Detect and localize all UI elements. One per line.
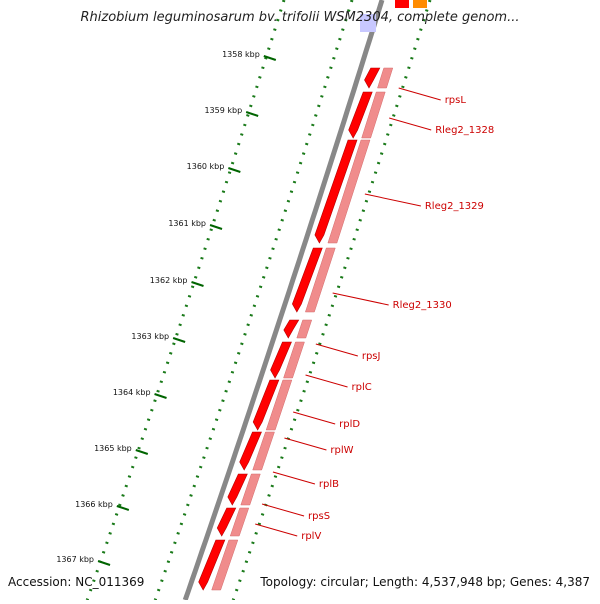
gene-track-light (283, 341, 305, 379)
ruler-label: 1367 kbp (56, 555, 94, 564)
gene-label-leader (261, 503, 305, 517)
gene-arrow (270, 341, 292, 379)
gene-label: rplC (352, 382, 372, 393)
gene-label: rpsS (308, 511, 330, 522)
ruler-major-tick (116, 505, 130, 511)
gene-label: rpsL (445, 95, 467, 106)
genome-title: Rhizobium leguminosarum bv. trifolii WSM… (80, 10, 520, 25)
gene-arrow (364, 67, 381, 89)
gene-track-light (265, 379, 293, 431)
gene-arrow (252, 379, 280, 431)
gene-top-fragment (395, 0, 409, 8)
topology-label: Topology: circular; Length: 4,537,948 bp… (260, 575, 590, 589)
gene-label-leader (315, 343, 358, 357)
ruler-label: 1366 kbp (75, 500, 113, 509)
gene-label-leader (364, 193, 421, 207)
gene-arrow (292, 247, 323, 313)
gene-track-light (229, 507, 250, 537)
gene-arrow (283, 319, 300, 339)
ruler-major-tick (245, 111, 259, 117)
gene-track-light (327, 139, 371, 244)
ruler-label: 1362 kbp (150, 276, 188, 285)
gene-label-leader (272, 471, 316, 485)
backbone-line (182, 0, 385, 601)
gene-label-leader (293, 411, 336, 425)
gene-arrow (314, 139, 358, 244)
ruler-major-tick (135, 449, 149, 455)
gene-track-light (240, 473, 261, 506)
gene-label: rplB (319, 479, 339, 490)
gene-arrow (239, 431, 262, 471)
ruler-major-tick (154, 393, 167, 399)
ruler-major-tick (228, 167, 241, 173)
gene-label: Rleg2_1328 (435, 125, 494, 136)
gene-label: Rleg2_1330 (393, 300, 452, 311)
ruler-label: 1361 kbp (168, 219, 206, 228)
gene-track-light (305, 247, 336, 313)
gene-arrow (216, 507, 237, 537)
other-feature-top (413, 0, 427, 8)
gene-label: rpsJ (362, 351, 381, 362)
ruler-major-tick (97, 560, 111, 566)
gene-track-light (296, 319, 313, 339)
ruler-label: 1359 kbp (204, 106, 242, 115)
gene-label-leader (284, 437, 327, 451)
ruler-major-tick (263, 55, 277, 61)
gene-label-leader (332, 292, 389, 306)
ruler-dotted-line (153, 0, 354, 601)
gene-label-leader (389, 117, 432, 131)
gene-track-light (252, 431, 275, 471)
ruler-major-tick (191, 281, 204, 287)
ruler-major-tick (172, 337, 186, 343)
gene-label-leader (305, 374, 348, 388)
gene-label: Rleg2_1329 (425, 201, 484, 212)
gene-arrow (348, 91, 373, 139)
ruler-dotted-line-outer (85, 0, 286, 601)
ruler-label: 1358 kbp (222, 50, 260, 59)
gene-track-light (377, 67, 394, 89)
gene-label: rplW (330, 445, 353, 456)
ruler-label: 1364 kbp (113, 388, 151, 397)
gene-track-light (361, 91, 386, 139)
ruler-label: 1363 kbp (131, 332, 169, 341)
gene-label-leader (255, 523, 298, 537)
gene-arrow (198, 539, 226, 591)
selection-highlight (360, 14, 376, 32)
accession-label: Accession: NC_011369 (8, 575, 145, 589)
ruler-label: 1365 kbp (94, 444, 132, 453)
gene-label: rplD (339, 419, 360, 430)
gene-label: rplV (301, 531, 321, 542)
ruler-label: 1360 kbp (187, 162, 225, 171)
ruler-major-tick (209, 224, 223, 230)
gene-label-leader (398, 87, 441, 101)
gene-track-light (211, 539, 239, 591)
gene-arrow (227, 473, 248, 506)
